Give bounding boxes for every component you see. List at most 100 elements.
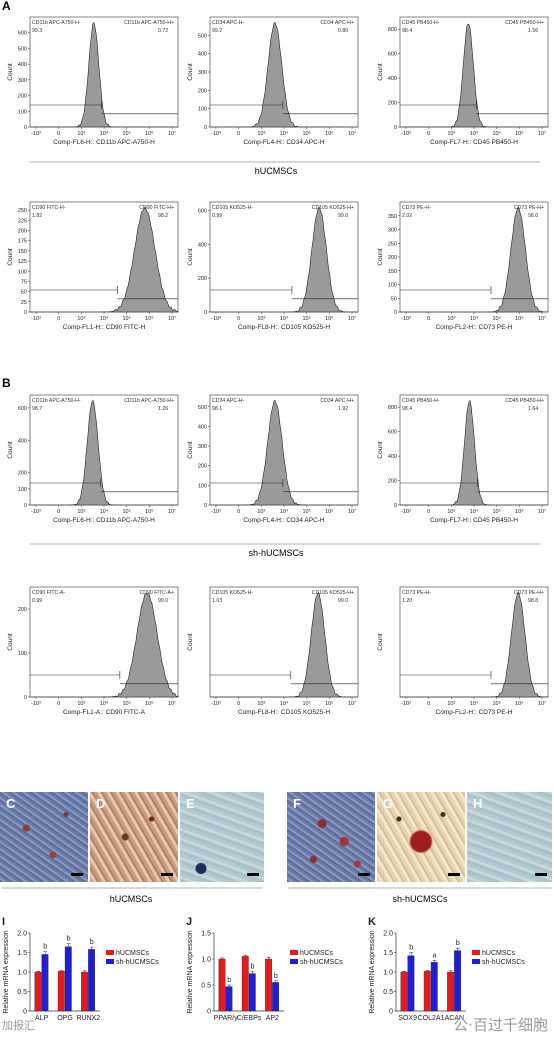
x-tick-label: 10⁴ — [100, 130, 109, 137]
x-tick-label: 10⁵ — [492, 700, 500, 707]
y-tick-label: 600 — [18, 31, 27, 37]
x-tick-label: 10⁶ — [145, 130, 153, 137]
y-tick-label: 1.5 — [201, 931, 211, 938]
gate-right-label: CD73 PE-H+ — [514, 205, 544, 211]
gate-left-percent: 98.1 — [212, 406, 222, 412]
photo-c-alizarin-hucmscs: C — [0, 792, 88, 882]
legend-swatch — [472, 959, 480, 964]
x-tick-label: 10⁷ — [538, 700, 546, 707]
y-tick-label: 100 — [18, 109, 27, 115]
bar-sh-hUCMSCs-AP2 — [272, 982, 279, 1012]
y-tick-label: 300 — [198, 444, 207, 450]
y-tick-label: 0 — [204, 310, 207, 316]
gate-left-label: CD11b APC-A750-H- — [32, 20, 81, 26]
y-axis-label: Relative mRNA expression — [3, 930, 10, 1013]
scale-bar — [535, 873, 547, 876]
x-tick-label: 10³ — [447, 509, 455, 515]
legend-label: hUCMSCs — [482, 950, 516, 957]
y-tick-label: 400 — [18, 62, 27, 68]
gate-left-percent: 0.99 — [32, 598, 42, 604]
x-axis-label: Comp-FL7-H:: CD45 PB450-H — [430, 517, 518, 524]
x-tick-label: 10⁷ — [348, 315, 356, 322]
x-tick-label: 0 — [237, 509, 240, 515]
y-tick-label: 0 — [204, 125, 207, 131]
y-tick-label: 0 — [24, 695, 27, 701]
y-tick-label: 300 — [388, 228, 397, 234]
y-tick-label: 500 — [198, 33, 207, 39]
y-tick-label: 200 — [388, 479, 397, 485]
x-tick-label: 10⁵ — [492, 315, 500, 322]
x-axis-label: Comp-FL2-H:: CD73 PE-H — [436, 324, 513, 331]
x-axis-label: Comp-FL7-H:: CD45 PB450-H — [430, 139, 518, 146]
gate-right-percent: 98.8 — [528, 598, 538, 604]
x-tick-label: 0 — [57, 131, 60, 137]
staining-label-left: hUCMSCs — [110, 894, 153, 904]
x-tick-label: 10⁴ — [470, 130, 479, 137]
photo-h-alcian-sh-hucmscs: H — [467, 792, 552, 882]
histogram-B1: 0 100 200 400 600 -10³ 0 10³ 10⁴ 10⁵ 10⁶ 10⁷ Comp-FL… — [7, 394, 179, 524]
x-tick-label: 0 — [427, 316, 430, 322]
significance-letter: a — [433, 952, 437, 959]
y-tick-label: 1.0 — [17, 970, 27, 977]
x-tick-label: 10⁶ — [515, 130, 523, 137]
x-tick-label: 10⁶ — [325, 315, 333, 322]
x-axis-label: Comp-FL6-H:: CD11b APC-A750-H — [53, 517, 155, 524]
x-tick-label: 10³ — [77, 701, 85, 707]
x-tick-label: 10⁵ — [302, 315, 310, 322]
legend-swatch — [290, 950, 298, 955]
gate-right-percent: 0.72 — [158, 28, 168, 34]
x-tick-label: 0 — [427, 701, 430, 707]
gate-right-label: CD11b APC-A750-H+ — [124, 20, 174, 26]
gate-right-percent: 1.56 — [528, 28, 538, 34]
x-tick-label: 10⁴ — [100, 315, 109, 322]
panel-label-f: F — [293, 796, 301, 811]
gate-left-percent: 98.7 — [32, 406, 42, 412]
y-axis-label: Relative mRNA expression — [187, 930, 194, 1013]
gate-right-percent: 0.80 — [338, 28, 348, 34]
panel-label-a: A — [2, 0, 11, 13]
x-tick-label: 10⁷ — [348, 508, 356, 515]
x-tick-label: 10⁷ — [168, 130, 176, 137]
y-axis-label: Count — [187, 63, 194, 81]
bar-chart-I: I 0 0.5 1.0 1.5 2.0 Relative mRNA expression b A… — [2, 916, 159, 1022]
y-tick-label: 0 — [394, 310, 397, 316]
x-tick-label: 0 — [237, 316, 240, 322]
gate-left-label: CD34 APC-H- — [212, 20, 245, 26]
y-tick-label: 300 — [198, 70, 207, 76]
x-tick-label: 10⁶ — [515, 700, 523, 707]
gate-right-percent: 1.92 — [338, 406, 348, 412]
y-tick-label: 225 — [18, 218, 27, 224]
legend-label: sh-hUCMSCs — [300, 959, 343, 966]
gate-left-label: CD73 PE-H- — [402, 590, 431, 596]
histogram-A1: 0 100 200 300 400 500 600 -10³ 0 10³ 10⁴ 10⁵ 10⁶ 10⁷ C… — [7, 16, 179, 146]
gate-left-label: CD105 KO525-H- — [212, 205, 253, 211]
histogram-curve — [400, 399, 548, 506]
x-tick-label: 10⁶ — [515, 508, 523, 515]
histogram-curve — [30, 592, 179, 698]
x-tick-label: 10⁴ — [280, 130, 289, 137]
x-tick-label: 10⁵ — [302, 130, 310, 137]
gate-right-label: CD11b APC-A750-H+ — [124, 398, 174, 404]
group-label-b: sh-hUCMSCs — [248, 548, 304, 558]
y-tick-label: 100 — [198, 107, 207, 113]
histogram-curve — [210, 206, 358, 313]
gate-left-label: CD11b APC-A750-H- — [32, 398, 81, 404]
bar-chart-K: K 0 0.5 1.0 1.5 2.0 Relative mRNA expression b S… — [368, 916, 525, 1022]
histogram-A6: 0 50 100 150 200 250 300 350 -10³ 0 10³ 10⁴ 10⁵ 10⁶ 10… — [377, 201, 549, 331]
y-tick-label: 600 — [388, 430, 397, 436]
y-tick-label: 0 — [204, 503, 207, 509]
x-tick-label: -10³ — [31, 701, 41, 707]
legend-swatch — [106, 959, 114, 964]
x-tick-label: 10⁶ — [145, 700, 153, 707]
x-tick-label: 10⁷ — [348, 700, 356, 707]
y-tick-label: 50 — [21, 290, 27, 296]
y-tick-label: 200 — [18, 607, 27, 613]
y-axis-label: Count — [377, 248, 384, 266]
bar-chart-J: J 0 0.5 1.0 1.5 Relative mRNA expression b PPAR… — [186, 916, 343, 1022]
plot-frame — [209, 201, 359, 313]
histogram-curve — [30, 22, 178, 128]
x-tick-label: 10⁶ — [145, 315, 153, 322]
y-tick-label: 350 — [388, 214, 397, 220]
x-tick-label: 10⁵ — [492, 508, 500, 515]
histogram-B3: 0 200 400 600 800 -10³ 0 10³ 10⁴ 10⁵ 10⁶ 10⁷ Comp-FL… — [377, 394, 549, 524]
